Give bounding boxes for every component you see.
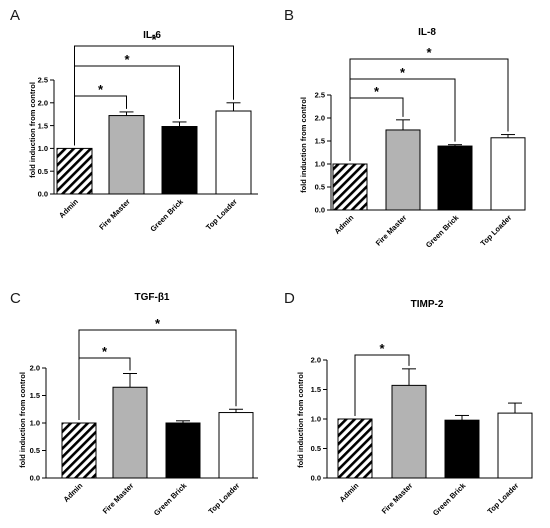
panel-b-significance-label: * [426, 45, 432, 60]
panel-d-significance-bracket [354, 354, 410, 416]
panel-a-y-tick-label: 1.0 [38, 144, 48, 153]
panel-a-chart: A IL-6 fold induction from control 0.0 0.… [10, 7, 258, 233]
panel-b-letter: B [284, 7, 294, 24]
panel-c-letter: C [10, 290, 21, 307]
panel-b-y-tick-label: 0.5 [315, 183, 325, 192]
panel-a-y-tick-label: 2.0 [38, 99, 48, 108]
panel-b-x-tick-label: Top Loader [479, 213, 514, 248]
panel-c-significance-label: * [102, 344, 108, 359]
panel-a-x-tick-label: Admin [57, 197, 80, 220]
panel-d-letter: D [284, 290, 295, 307]
panel-a-x-tick-label: Green Brick [148, 196, 185, 233]
panel-b-significance-label: * [400, 65, 406, 80]
panel-d-significance-label: * [379, 341, 385, 356]
panel-b-bar [490, 137, 526, 211]
panel-b-y-tick-label: 1.5 [315, 137, 325, 146]
panel-b-y-tick-label: 0.0 [315, 206, 325, 215]
panel-a-y-axis-label: fold induction from control [28, 82, 37, 178]
panel-d-bar [497, 412, 533, 479]
panel-d-chart: D TIMP-2 fold induction from control 0.0… [284, 290, 533, 517]
panel-b-x-tick-label: Admin [333, 213, 356, 236]
panel-a-significance-label: * [124, 52, 130, 67]
panel-c-x-tick-label: Fire Master [101, 481, 136, 516]
panel-c-bar [61, 422, 97, 479]
panel-b-y-axis-label: fold induction from control [299, 97, 308, 193]
panel-c-y-tick-label: 2.0 [30, 364, 40, 373]
panel-b-bar [437, 145, 473, 211]
panel-c-title: TGF-β1 [135, 292, 170, 303]
panel-d-y-axis-label: fold induction from control [296, 372, 305, 468]
panel-d-bar [444, 419, 480, 479]
panel-a-y-tick-label: 1.5 [38, 121, 48, 130]
panel-b-x-tick-label: Green Brick [424, 212, 461, 249]
panel-a-significance-label: * [98, 82, 104, 97]
panel-b-y-tick-label: 1.0 [315, 160, 325, 169]
panel-d-bar [337, 418, 373, 479]
panel-c-significance-label: * [155, 316, 161, 331]
panel-a-bar [215, 110, 252, 195]
panel-c-y-tick-label: 1.5 [30, 391, 40, 400]
panel-a-y-tick-label: 0.0 [38, 190, 48, 199]
panel-d-bar [391, 384, 427, 479]
panel-b-significance-bracket [349, 58, 509, 161]
panel-b-title: IL-8 [418, 27, 436, 38]
panel-a-bar [56, 147, 93, 195]
panel-a-x-tick-label: Fire Master [97, 197, 132, 232]
panel-b-y-tick-label: 2.0 [315, 114, 325, 123]
panel-c-y-tick-label: 1.0 [30, 419, 40, 428]
panel-c-x-tick-label: Green Brick [152, 480, 189, 517]
panel-a-title: IL-6 [143, 30, 161, 41]
panel-d-y-tick-label: 0.5 [311, 444, 321, 453]
panel-d-y-tick-label: 1.5 [311, 385, 321, 394]
panel-c-y-axis-label: fold induction from control [18, 372, 27, 468]
panel-c-chart: C TGF-β1 fold induction from control 0.0… [10, 290, 258, 517]
panel-d-x-tick-label: Fire Master [380, 481, 415, 516]
panel-c-bar [112, 386, 148, 479]
panel-d-title: TIMP-2 [411, 299, 444, 310]
panel-a-significance-label: * [151, 32, 157, 47]
panel-d-y-tick-label: 1.0 [311, 415, 321, 424]
panel-b-chart: B IL-8 fold induction from control 0.0 0.… [284, 7, 526, 249]
panel-c-x-tick-label: Top Loader [207, 481, 242, 516]
panel-d-y-tick-label: 2.0 [311, 356, 321, 365]
panel-b-significance-label: * [374, 84, 380, 99]
panel-b-bar [332, 163, 368, 211]
panel-d-y-tick-label: 0.0 [311, 474, 321, 483]
panel-c-x-tick-label: Admin [62, 481, 85, 504]
panel-b-x-tick-label: Fire Master [374, 213, 409, 248]
panel-d-x-tick-label: Admin [338, 481, 361, 504]
panel-b-bar [385, 129, 421, 211]
panel-c-y-tick-label: 0.5 [30, 446, 40, 455]
panel-d-x-tick-label: Green Brick [431, 480, 468, 517]
panel-a-significance-bracket [74, 45, 234, 146]
panel-a-y-tick-label: 2.5 [38, 76, 48, 85]
panel-c-significance-bracket [78, 329, 237, 420]
panel-c-bar [165, 422, 201, 479]
panel-b-y-tick-label: 2.5 [315, 91, 325, 100]
panel-c-bar [218, 412, 254, 479]
panel-a-bar [108, 115, 145, 195]
panel-a-bar [161, 126, 198, 195]
panel-d-x-tick-label: Top Loader [486, 481, 521, 516]
panel-a-y-tick-label: 0.5 [38, 167, 48, 176]
panel-c-y-tick-label: 0.0 [30, 474, 40, 483]
panel-a-letter: A [10, 7, 20, 24]
panel-a-x-tick-label: Top Loader [204, 197, 239, 232]
